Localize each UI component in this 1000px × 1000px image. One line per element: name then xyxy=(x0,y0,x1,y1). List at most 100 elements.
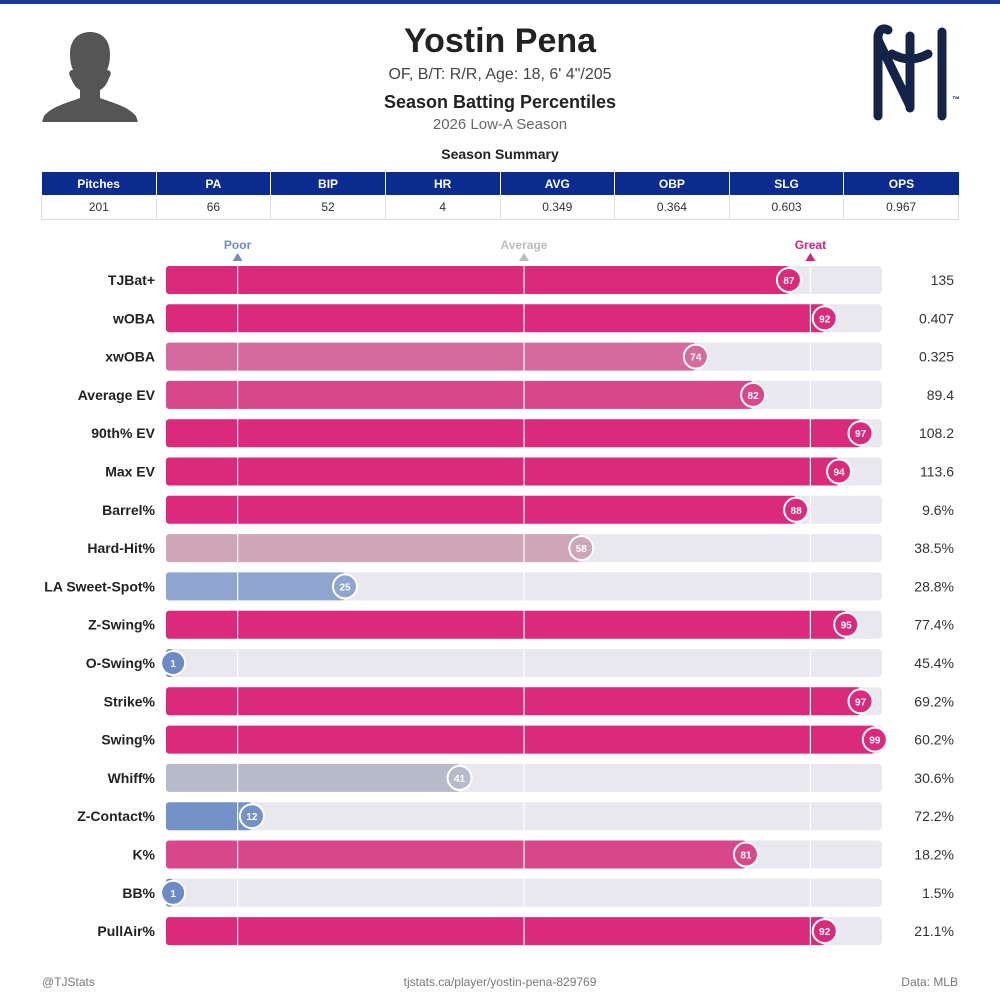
percentile-value: 95 xyxy=(841,621,853,632)
summary-header-cell: BIP xyxy=(270,172,386,195)
percentile-bar xyxy=(166,763,460,792)
stat-value: 30.6% xyxy=(914,770,954,786)
svg-text:™: ™ xyxy=(952,95,960,104)
summary-title: Season Summary xyxy=(441,146,559,162)
percentile-value: 25 xyxy=(339,582,351,593)
percentile-value: 94 xyxy=(833,468,845,479)
percentile-value: 92 xyxy=(819,927,831,938)
summary-header-row: Pitches PA BIP HR AVG OBP SLG OPS xyxy=(41,172,959,195)
percentile-circle xyxy=(861,726,888,753)
stat-label: Average EV xyxy=(78,387,156,403)
stat-value: 113.6 xyxy=(920,464,954,480)
stat-value: 0.325 xyxy=(919,349,954,365)
stat-value: 77.4% xyxy=(914,617,954,633)
stat-value: 135 xyxy=(931,272,955,288)
summary-value-row: 201 66 52 4 0.349 0.364 0.603 0.967 xyxy=(41,195,959,220)
report-title: Season Batting Percentiles xyxy=(383,92,617,112)
stat-label: Whiff% xyxy=(108,770,156,786)
percentile-value: 99 xyxy=(869,736,881,747)
percentile-chart: Poor Average Great TJBat+ 87 135 wOBA 92 0.407 xw… xyxy=(44,238,955,946)
summary-value-cell: 66 xyxy=(155,195,271,220)
stat-value: 69.2% xyxy=(914,693,954,709)
percentile-value: 92 xyxy=(819,314,831,325)
stat-value: 72.2% xyxy=(914,808,954,824)
stat-label: TJBat+ xyxy=(108,272,155,288)
percentile-circle xyxy=(847,420,874,447)
stat-label: Z-Contact% xyxy=(77,808,155,824)
summary-value-cell: 52 xyxy=(270,195,386,220)
percentile-circle xyxy=(811,305,838,332)
summary-value-cell: 201 xyxy=(41,195,157,220)
percentile-bar xyxy=(166,342,696,371)
percentile-circle xyxy=(332,573,358,600)
summary-header-cell: OPS xyxy=(843,172,959,195)
stat-label: O-Swing% xyxy=(86,655,156,671)
percentile-value: 74 xyxy=(690,353,702,364)
percentile-circle xyxy=(160,650,187,676)
summary-header-cell: SLG xyxy=(728,172,844,195)
marker-triangle xyxy=(519,253,529,261)
stat-value: 45.4% xyxy=(914,655,954,671)
summary-value-cell: 4 xyxy=(384,195,500,220)
percentile-value: 12 xyxy=(246,812,258,823)
stat-label: wOBA xyxy=(112,310,155,326)
percentile-value: 88 xyxy=(791,506,803,517)
season-label: 2026 Low-A Season xyxy=(432,116,568,133)
stat-label: Barrel% xyxy=(102,502,155,518)
percentile-circle xyxy=(568,535,595,562)
footer-source: Data: MLB xyxy=(901,975,958,989)
stat-label: xwOBA xyxy=(105,349,155,365)
stat-value: 18.2% xyxy=(914,847,954,863)
percentile-value: 97 xyxy=(855,429,867,440)
percentile-circle xyxy=(847,688,874,715)
stat-label: Strike% xyxy=(104,693,156,709)
top-rule xyxy=(0,0,1000,4)
percentile-bar xyxy=(166,725,875,754)
stat-value: 1.5% xyxy=(922,885,954,901)
percentile-bar xyxy=(166,687,861,716)
summary-header-cell: PA xyxy=(155,172,271,195)
summary-value-cell: 0.967 xyxy=(843,195,959,220)
percentile-circle xyxy=(682,343,709,370)
percentile-bar xyxy=(166,917,825,946)
percentile-value: 41 xyxy=(454,774,466,785)
summary-value-cell: 0.364 xyxy=(614,195,730,220)
percentile-circle xyxy=(811,918,838,945)
stat-value: 60.2% xyxy=(914,732,954,748)
summary-header-cell: Pitches xyxy=(41,172,157,195)
stat-label: BB% xyxy=(122,885,155,901)
percentile-circle xyxy=(160,879,187,906)
stat-label: Max EV xyxy=(105,464,155,480)
percentile-circle xyxy=(446,764,473,791)
marker-label: Poor xyxy=(224,238,252,252)
stat-value: 21.1% xyxy=(914,923,954,939)
stat-value: 89.4 xyxy=(927,387,954,403)
stat-value: 38.5% xyxy=(914,540,954,556)
percentile-bar xyxy=(166,802,252,831)
percentile-circle xyxy=(833,611,860,638)
footer-handle: @TJStats xyxy=(42,975,95,989)
percentile-circle xyxy=(775,267,802,293)
player-info: OF, B/T: R/R, Age: 18, 6' 4"/205 xyxy=(388,66,612,83)
percentile-value: 97 xyxy=(855,697,867,708)
percentile-circle xyxy=(238,803,265,830)
summary-value-cell: 0.603 xyxy=(728,195,844,220)
stat-label: K% xyxy=(132,847,155,863)
stat-label: 90th% EV xyxy=(91,425,155,441)
stat-label: PullAir% xyxy=(97,923,155,939)
stat-label: LA Sweet-Spot% xyxy=(44,578,155,594)
percentile-bar xyxy=(166,495,797,524)
percentile-value: 87 xyxy=(783,276,795,287)
stat-value: 0.407 xyxy=(919,310,954,326)
percentile-bar xyxy=(166,419,861,448)
percentile-value: 1 xyxy=(170,889,176,900)
team-logo-icon: ™ xyxy=(873,24,960,121)
summary-header-cell: HR xyxy=(384,172,500,195)
marker-triangle xyxy=(805,253,816,261)
summary-header-cell: OBP xyxy=(614,172,730,195)
stat-value: 28.8% xyxy=(914,578,954,594)
percentile-circle xyxy=(783,496,810,523)
summary-value-cell: 0.349 xyxy=(499,195,615,220)
percentile-bar xyxy=(166,457,840,486)
percentile-bar xyxy=(166,380,754,409)
